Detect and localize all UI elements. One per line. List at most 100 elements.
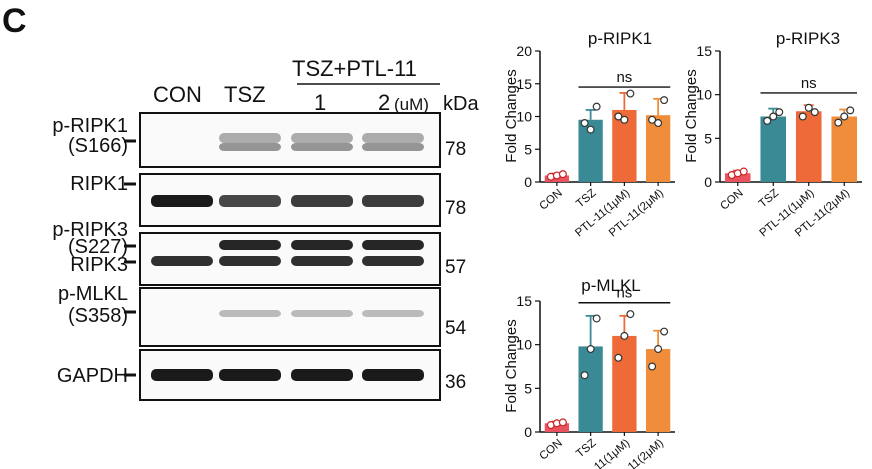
x-tick-label: CON [538, 187, 565, 213]
y-tick-label: 10 [696, 87, 712, 103]
blot-band [362, 369, 424, 381]
blot-row: p-RIPK1(S166) 78 [52, 112, 466, 168]
y-tick-label: 15 [516, 76, 532, 92]
western-blot-panel: CON TSZ TSZ+PTL-11 1 2 (uM) kDa p-RIPK1(… [52, 56, 479, 401]
blot-band [219, 310, 281, 317]
molecular-weight-label: 78 [445, 139, 466, 160]
molecular-weight-label: 57 [445, 257, 466, 278]
data-point [798, 112, 807, 121]
blot-row-label: p-RIPK3 [52, 219, 128, 241]
data-point [586, 345, 595, 354]
data-point [580, 371, 589, 380]
bar [544, 423, 570, 432]
y-tick-label: 0 [704, 174, 712, 190]
blot-band [291, 195, 353, 207]
blot-row-label: (S358) [68, 305, 128, 327]
blot-band [362, 143, 424, 151]
blot-band [291, 310, 353, 317]
lane-label-tsz: TSZ [224, 82, 266, 107]
blot-row-label: p-MLKL [58, 283, 128, 305]
molecular-weight-label: 36 [445, 372, 466, 393]
data-point [586, 125, 595, 134]
blot-row: RIPK1 78 [70, 173, 466, 227]
blot-band [291, 369, 353, 381]
y-tick-label: 10 [516, 337, 532, 353]
data-point [558, 418, 567, 427]
data-point [804, 103, 813, 112]
chart-title: p-RIPK1 [588, 29, 652, 48]
data-point [810, 108, 819, 117]
bar [724, 173, 751, 182]
x-tick-label: CON [718, 187, 745, 213]
blot-band [151, 195, 213, 207]
blot-row-label: (S166) [68, 135, 128, 157]
blot-row: p-RIPK3(S227)RIPK3 57 [52, 219, 466, 286]
data-point [592, 314, 601, 323]
blot-band [219, 133, 281, 143]
blot-band [219, 369, 281, 381]
blot-row-label: (S227) [68, 236, 128, 258]
lane-label-ptl-1: 1 [314, 90, 326, 115]
blot-row-label: GAPDH [57, 365, 128, 387]
blot-band [219, 143, 281, 151]
bar [760, 116, 787, 182]
bar [578, 346, 603, 432]
blot-band [291, 240, 353, 250]
blot-box [139, 287, 441, 347]
y-tick-label: 5 [524, 141, 532, 157]
y-tick-label: 20 [516, 43, 532, 59]
data-point [648, 362, 657, 371]
unit-label: (uM) [394, 95, 429, 114]
y-axis-label: Fold Changes [683, 69, 700, 162]
panel-letter: C [2, 2, 27, 40]
y-tick-label: 0 [524, 424, 532, 440]
blot-box [139, 112, 441, 168]
significance-label: ns [801, 75, 817, 92]
data-point [739, 167, 748, 176]
blot-band [151, 256, 213, 266]
y-axis-label: Fold Changes [503, 319, 520, 412]
data-point [775, 108, 784, 117]
y-axis-label: Fold Changes [503, 69, 520, 162]
blot-row-label: RIPK1 [70, 173, 128, 195]
data-point [620, 331, 629, 340]
significance-label: ns [616, 69, 632, 86]
data-point [648, 115, 657, 124]
blot-band [362, 240, 424, 250]
blot-band [291, 256, 353, 266]
bar [831, 116, 858, 182]
bar [612, 335, 637, 432]
chart-title: p-RIPK3 [776, 29, 840, 48]
blot-band [219, 256, 281, 266]
data-point [660, 327, 669, 336]
data-point [654, 119, 663, 128]
blot-band [151, 369, 213, 381]
data-point [614, 353, 623, 362]
data-point [763, 116, 772, 125]
blot-band [362, 133, 424, 143]
lane-label-con: CON [153, 82, 202, 107]
data-point [654, 345, 663, 354]
blot-row-label: RIPK3 [70, 254, 128, 276]
blot-band [291, 133, 353, 143]
x-tick-label: CON [538, 437, 565, 463]
x-tick-label: TSZ [574, 437, 598, 460]
blot-band [219, 195, 281, 207]
bar [795, 111, 822, 182]
y-tick-label: 10 [516, 109, 532, 125]
data-point [592, 102, 601, 111]
data-point [558, 170, 567, 179]
blot-band [291, 143, 353, 151]
y-tick-label: 0 [524, 174, 532, 190]
lane-label-ptl-2: 2 [378, 90, 390, 115]
y-tick-label: 15 [516, 293, 532, 309]
bar [645, 349, 671, 432]
molecular-weight-label: 54 [445, 318, 467, 339]
y-tick-label: 15 [696, 43, 712, 59]
data-point [626, 310, 635, 319]
data-point [580, 119, 589, 128]
data-point [834, 118, 843, 127]
